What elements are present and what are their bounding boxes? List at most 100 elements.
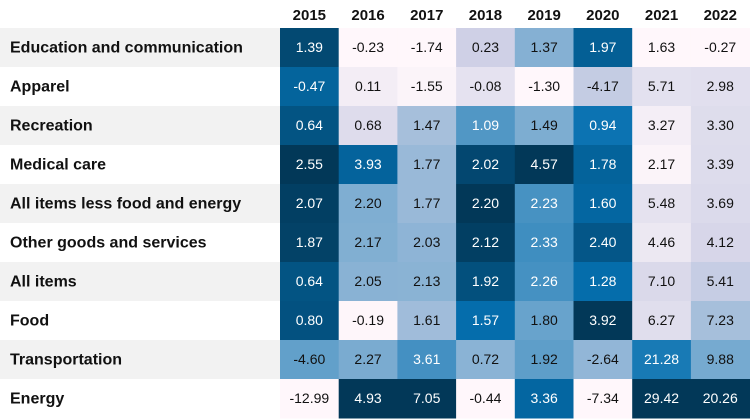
heatmap-cell — [514, 145, 574, 185]
heatmap-cell — [690, 145, 750, 185]
cell-value-label: 2.07 — [296, 195, 323, 211]
cell-value-label: 1.92 — [472, 273, 499, 289]
cell-value-label: 2.12 — [472, 234, 499, 250]
column-header: 2019 — [527, 7, 560, 24]
heatmap-cell — [632, 262, 692, 302]
cell-value-label: -0.47 — [293, 78, 325, 94]
row-label: Food — [10, 313, 49, 330]
cell-value-label: -0.44 — [469, 390, 501, 406]
row-label: Transportation — [10, 352, 122, 369]
cell-value-label: 2.40 — [589, 234, 616, 250]
cell-value-label: 0.64 — [296, 273, 323, 289]
cell-value-label: 1.92 — [531, 351, 558, 367]
heatmap-cell — [338, 262, 398, 302]
heatmap-cell — [632, 223, 692, 263]
heatmap-cell — [456, 184, 516, 224]
heatmap-cell — [632, 184, 692, 224]
cell-value-label: 2.03 — [413, 234, 440, 250]
heatmap-cell — [632, 301, 692, 341]
column-header: 2020 — [586, 7, 619, 24]
heatmap-cell — [573, 379, 633, 419]
heatmap-cell — [397, 67, 457, 107]
cell-value-label: -12.99 — [289, 390, 329, 406]
row-label: Medical care — [10, 157, 106, 174]
heatmap-cell — [456, 301, 516, 341]
heatmap-cell — [573, 340, 633, 380]
cell-value-label: 1.57 — [472, 312, 499, 328]
cell-value-label: 1.77 — [413, 156, 440, 172]
cell-value-label: 0.72 — [472, 351, 499, 367]
heatmap-cell — [397, 379, 457, 419]
heatmap-cell — [514, 223, 574, 263]
row-label: Apparel — [10, 79, 70, 96]
cell-value-label: 2.02 — [472, 156, 499, 172]
heatmap-cell — [690, 223, 750, 263]
cell-value-label: 9.88 — [707, 351, 734, 367]
heatmap-cell — [456, 340, 516, 380]
heatmap-cell — [690, 262, 750, 302]
cell-value-label: 2.20 — [354, 195, 381, 211]
cell-value-label: 20.26 — [703, 390, 738, 406]
heatmap-cell — [338, 223, 398, 263]
cell-value-label: 2.05 — [354, 273, 381, 289]
heatmap-cell — [514, 184, 574, 224]
heatmap-cell — [690, 28, 750, 68]
heatmap-cell — [456, 262, 516, 302]
heatmap-cell — [456, 379, 516, 419]
heatmap-cell — [573, 262, 633, 302]
heatmap-cell — [397, 223, 457, 263]
heatmap-cell — [514, 106, 574, 146]
heatmap-cell — [456, 106, 516, 146]
row-label: Education and communication — [10, 40, 243, 57]
row-label: Recreation — [10, 118, 93, 135]
cell-value-label: 3.39 — [707, 156, 734, 172]
cell-value-label: 1.09 — [472, 117, 499, 133]
cell-value-label: -7.34 — [587, 390, 619, 406]
cell-value-label: -0.27 — [704, 39, 736, 55]
cell-value-label: -0.23 — [352, 39, 384, 55]
heatmap-cell — [514, 301, 574, 341]
cell-value-label: 1.63 — [648, 39, 675, 55]
heatmap-cell — [690, 67, 750, 107]
heatmap-cell — [280, 145, 340, 185]
cell-value-label: 4.46 — [648, 234, 675, 250]
column-header: 2017 — [410, 7, 443, 24]
heatmap-cell — [456, 28, 516, 68]
heatmap-cell — [338, 184, 398, 224]
cell-value-label: -4.17 — [587, 78, 619, 94]
cell-value-label: 2.98 — [707, 78, 734, 94]
heatmap-cell — [280, 340, 340, 380]
heatmap-cell — [280, 67, 340, 107]
heatmap-cell — [280, 223, 340, 263]
heatmap-cell — [690, 184, 750, 224]
heatmap-cell — [632, 28, 692, 68]
cell-value-label: 29.42 — [644, 390, 679, 406]
cell-value-label: 21.28 — [644, 351, 679, 367]
heatmap-cell — [397, 145, 457, 185]
heatmap-cell — [573, 67, 633, 107]
heatmap-cell — [338, 379, 398, 419]
cell-value-label: 5.48 — [648, 195, 675, 211]
heatmap-cell — [456, 223, 516, 263]
heatmap-cell — [632, 379, 692, 419]
heatmap-cell — [514, 28, 574, 68]
heatmap-cell — [338, 301, 398, 341]
cell-value-label: 0.64 — [296, 117, 323, 133]
heatmap-cell — [397, 262, 457, 302]
cell-value-label: 4.57 — [531, 156, 558, 172]
cell-value-label: 2.55 — [296, 156, 323, 172]
heatmap-cell — [573, 28, 633, 68]
heatmap-cell — [280, 262, 340, 302]
heatmap-cell — [573, 184, 633, 224]
row-label: All items less food and energy — [10, 196, 241, 213]
column-headers: 2015 2016 2017 2018 2019 2020 2021 2022 — [293, 7, 737, 24]
cell-value-label: 1.37 — [531, 39, 558, 55]
cell-value-label: -2.64 — [587, 351, 619, 367]
heatmap-cell — [456, 145, 516, 185]
column-header: 2018 — [469, 7, 502, 24]
cell-value-label: -1.30 — [528, 78, 560, 94]
heatmap-cell — [397, 301, 457, 341]
cell-value-label: 2.13 — [413, 273, 440, 289]
cell-value-label: -1.55 — [411, 78, 443, 94]
cell-value-label: 3.93 — [354, 156, 381, 172]
